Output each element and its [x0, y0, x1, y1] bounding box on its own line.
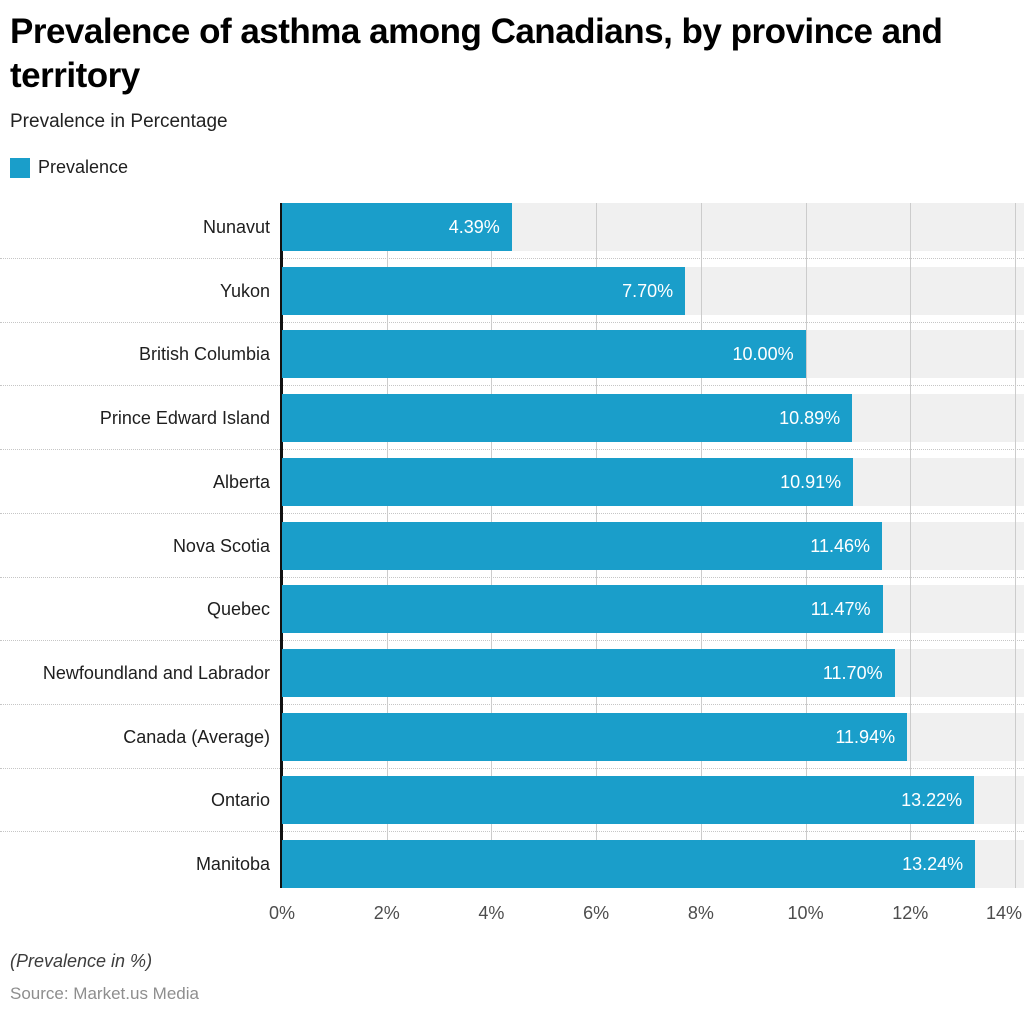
row-separator: [0, 258, 1024, 259]
row-separator: [0, 703, 1024, 705]
legend-item-prevalence[interactable]: Prevalence: [10, 157, 128, 178]
chart-title-line-2: territory: [10, 56, 140, 95]
chart-row: Nunavut 4.39%: [0, 203, 1024, 267]
category-label: Quebec: [206, 599, 270, 620]
chart-row: Manitoba 13.24%: [0, 840, 1024, 904]
category-label: Prince Edward Island: [99, 408, 270, 429]
bar-nova-scotia[interactable]: 11.46%: [282, 521, 882, 570]
bar-newfoundland-and-labrador[interactable]: 11.70%: [282, 648, 895, 697]
x-tick-label: 2%: [373, 903, 400, 923]
chart-row: Nova Scotia 11.46%: [0, 521, 1024, 586]
category-label: Nunavut: [202, 217, 270, 237]
bar-value-label: 10.00%: [732, 344, 794, 365]
chart-row: British Columbia 10.00%: [0, 330, 1024, 394]
bar-value-label: 7.70%: [622, 280, 674, 301]
row-separator: [0, 576, 1024, 578]
category-label: British Columbia: [138, 344, 270, 365]
bar-prince-edward-island[interactable]: 10.89%: [282, 394, 853, 443]
bar-value-label: 4.39%: [448, 217, 500, 237]
bar-value-label: 13.24%: [902, 854, 964, 874]
category-label: Nova Scotia: [172, 535, 270, 556]
bar-quebec[interactable]: 11.47%: [282, 585, 883, 634]
x-tick-label: 8%: [687, 903, 714, 923]
chart-footnote: (Prevalence in %): [10, 951, 153, 971]
row-separator: [0, 512, 1024, 514]
bar-manitoba[interactable]: 13.24%: [282, 840, 976, 888]
category-label: Newfoundland and Labrador: [42, 662, 270, 683]
x-axis: 0% 2% 4% 6% 8% 10% 12% 14%: [269, 900, 1022, 926]
chart-row: Prince Edward Island 10.89%: [0, 394, 1024, 458]
x-tick-label: 14%: [985, 903, 1023, 923]
chart-subtitle: Prevalence in Percentage: [10, 111, 228, 132]
bar-value-label: 11.94%: [835, 726, 896, 747]
row-separator: [0, 640, 1024, 642]
chart-row: Canada (Average) 11.94%: [0, 712, 1024, 777]
category-label: Alberta: [212, 471, 270, 492]
category-label: Manitoba: [195, 854, 270, 874]
bar-ontario[interactable]: 13.22%: [282, 776, 975, 825]
bar-chart: Nunavut 4.39% Yukon 7.70% British Columbia 10…: [0, 203, 1024, 929]
bar-alberta[interactable]: 10.91%: [282, 457, 854, 506]
x-tick-label: 4%: [478, 903, 505, 923]
bar-value-label: 11.47%: [810, 599, 871, 620]
legend-swatch-icon: [10, 157, 30, 178]
chart-row: Ontario 13.22%: [0, 776, 1024, 840]
legend-label: Prevalence: [38, 157, 129, 177]
row-separator: [0, 767, 1024, 769]
x-tick-label: 6%: [583, 903, 610, 923]
bar-value-label: 10.91%: [780, 471, 842, 492]
bar-value-label: 11.70%: [822, 662, 883, 683]
row-separator: [0, 449, 1024, 451]
x-tick-label: 10%: [787, 903, 824, 923]
chart-title-line-1: Prevalence of asthma among Canadians, by…: [10, 12, 943, 51]
category-label: Canada (Average): [123, 726, 270, 747]
chart-row: Newfoundland and Labrador 11.70%: [0, 648, 1024, 713]
bar-value-label: 13.22%: [901, 790, 963, 811]
chart-title: Prevalence of asthma among Canadians, by…: [10, 10, 1014, 98]
bar-yukon[interactable]: 7.70%: [282, 266, 686, 315]
chart-row: Yukon 7.70%: [0, 266, 1024, 331]
chart-row: Alberta 10.91%: [0, 457, 1024, 522]
category-label: Yukon: [219, 280, 270, 301]
row-separator: [0, 385, 1024, 387]
x-tick-label: 0%: [268, 903, 296, 923]
bar-british-columbia[interactable]: 10.00%: [282, 330, 806, 379]
bar-value-label: 11.46%: [810, 535, 870, 556]
bar-nunavut[interactable]: 4.39%: [282, 203, 512, 251]
x-tick-label: 12%: [892, 903, 929, 923]
chart-row: Quebec 11.47%: [0, 585, 1024, 649]
source-credit: Source: Market.us Media: [10, 984, 199, 1003]
bar-value-label: 10.89%: [779, 408, 841, 429]
row-separator: [0, 321, 1024, 323]
category-label: Ontario: [210, 790, 270, 811]
bar-canada-average[interactable]: 11.94%: [282, 712, 908, 761]
row-separator: [0, 831, 1024, 833]
